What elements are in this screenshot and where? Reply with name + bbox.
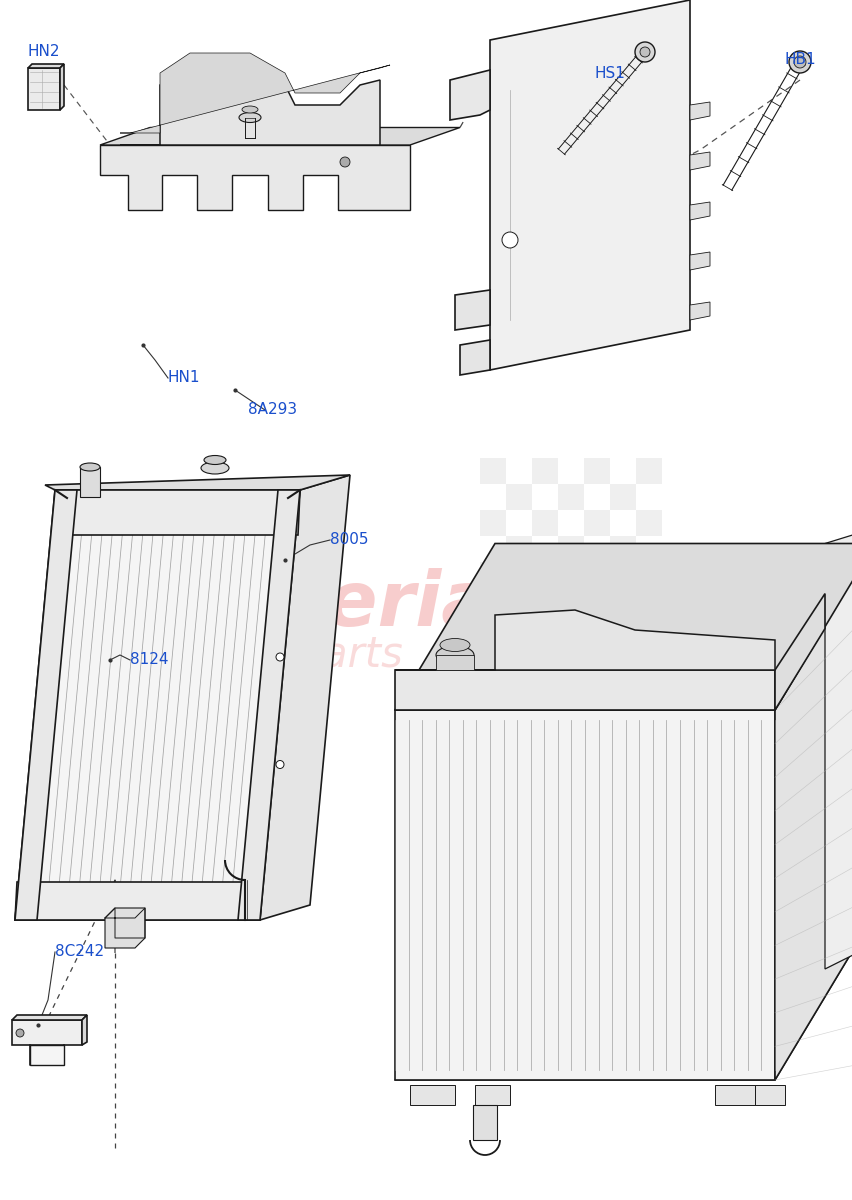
Polygon shape [689, 252, 709, 270]
Bar [636, 510, 661, 536]
Text: HN2: HN2 [28, 44, 60, 60]
Text: scuderia: scuderia [126, 568, 492, 642]
Polygon shape [394, 670, 774, 710]
Bar [480, 510, 505, 536]
Ellipse shape [204, 456, 226, 464]
Polygon shape [394, 710, 774, 1080]
Polygon shape [774, 594, 824, 710]
Polygon shape [238, 490, 300, 920]
Polygon shape [473, 1105, 497, 1140]
Bar [557, 536, 584, 562]
Ellipse shape [242, 106, 257, 113]
Text: car parts: car parts [217, 634, 402, 676]
Polygon shape [824, 524, 852, 968]
Bar [636, 458, 661, 484]
Ellipse shape [440, 638, 469, 652]
Circle shape [276, 761, 284, 768]
Circle shape [340, 157, 349, 167]
Polygon shape [60, 64, 64, 110]
Polygon shape [15, 490, 300, 920]
Polygon shape [394, 913, 852, 1080]
Ellipse shape [639, 47, 649, 56]
Text: HB1: HB1 [784, 53, 815, 67]
Polygon shape [100, 127, 459, 145]
Polygon shape [15, 490, 77, 920]
Polygon shape [105, 908, 145, 948]
Bar [636, 562, 661, 588]
Polygon shape [120, 53, 389, 133]
Text: 8005: 8005 [330, 533, 368, 547]
Bar [636, 614, 661, 640]
Polygon shape [489, 0, 689, 370]
Bar [480, 614, 505, 640]
Polygon shape [459, 340, 489, 374]
Text: HS1: HS1 [595, 66, 625, 82]
Bar [480, 562, 505, 588]
Bar [609, 588, 636, 614]
Bar [532, 458, 557, 484]
Text: 8C242: 8C242 [55, 944, 104, 960]
Polygon shape [475, 1085, 509, 1105]
Circle shape [502, 232, 517, 248]
Polygon shape [689, 102, 709, 120]
Polygon shape [260, 475, 349, 920]
Circle shape [276, 653, 284, 661]
Text: HN1: HN1 [168, 371, 200, 385]
Bar [532, 510, 557, 536]
Ellipse shape [239, 113, 261, 122]
Ellipse shape [80, 463, 100, 470]
Polygon shape [394, 544, 852, 710]
Polygon shape [12, 1015, 87, 1020]
Polygon shape [394, 610, 774, 670]
Ellipse shape [201, 462, 228, 474]
Text: 8124: 8124 [130, 653, 169, 667]
Circle shape [16, 1028, 24, 1037]
Polygon shape [80, 467, 100, 497]
Polygon shape [714, 1085, 754, 1105]
Polygon shape [15, 882, 262, 920]
Bar [505, 588, 532, 614]
Polygon shape [100, 145, 410, 210]
Polygon shape [689, 202, 709, 220]
Bar [532, 614, 557, 640]
Bar [557, 484, 584, 510]
Bar [584, 562, 609, 588]
Polygon shape [82, 1015, 87, 1045]
Bar [557, 588, 584, 614]
Ellipse shape [634, 42, 654, 62]
Bar [505, 484, 532, 510]
Ellipse shape [435, 646, 474, 664]
Polygon shape [454, 290, 489, 330]
Bar [532, 562, 557, 588]
Polygon shape [435, 655, 474, 670]
Polygon shape [45, 475, 349, 490]
Bar [609, 536, 636, 562]
Polygon shape [410, 1085, 454, 1105]
Polygon shape [754, 1085, 784, 1105]
Polygon shape [28, 64, 64, 68]
Polygon shape [53, 490, 300, 535]
Ellipse shape [788, 50, 810, 73]
Bar [584, 614, 609, 640]
Polygon shape [12, 1020, 82, 1045]
Bar [505, 536, 532, 562]
Polygon shape [120, 65, 379, 145]
Polygon shape [689, 152, 709, 170]
Polygon shape [774, 544, 852, 1080]
Ellipse shape [793, 56, 805, 68]
Text: 8A293: 8A293 [248, 402, 296, 418]
Bar [609, 484, 636, 510]
Bar [584, 510, 609, 536]
Polygon shape [30, 1045, 64, 1066]
Polygon shape [450, 70, 489, 120]
Bar [584, 458, 609, 484]
Bar [480, 458, 505, 484]
Polygon shape [28, 68, 60, 110]
Polygon shape [689, 302, 709, 320]
